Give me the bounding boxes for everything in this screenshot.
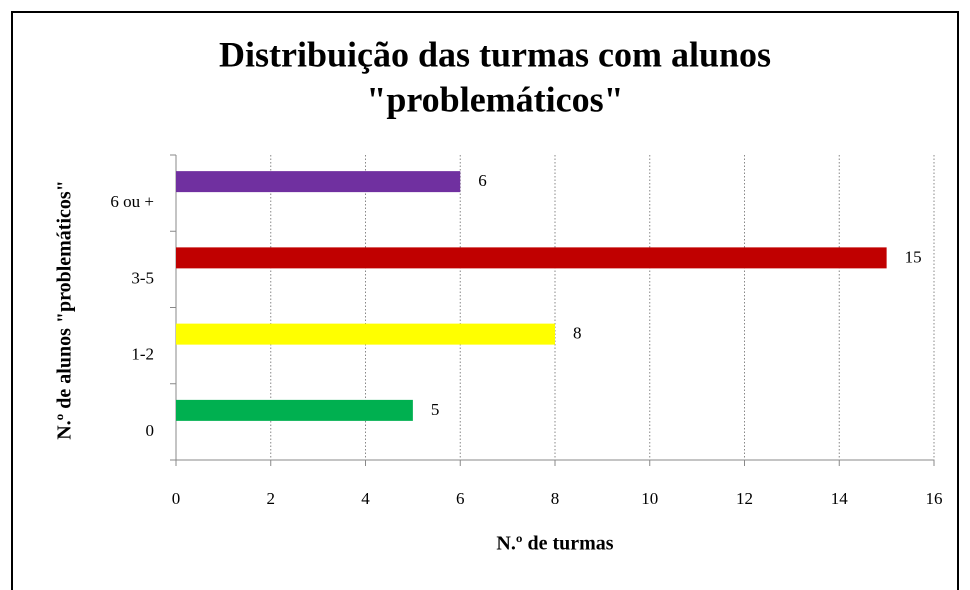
data-label: 5 [431,400,440,419]
data-label: 6 [478,171,487,190]
y-tick-label: 3-5 [131,268,154,287]
y-tick-label: 0 [146,421,155,440]
x-tick-label: 14 [831,489,849,508]
x-axis-title: N.º de turmas [496,533,613,555]
x-tick-label: 8 [551,489,560,508]
x-tick-label: 4 [361,489,370,508]
bar [176,399,413,421]
y-tick-label: 1-2 [131,345,154,364]
x-tick-label: 12 [736,489,753,508]
x-tick-label: 16 [926,489,943,508]
y-axis-title: N.º de alunos "problemáticos" [54,180,76,440]
chart-title: Distribuição das turmas com alunos [219,34,771,74]
x-tick-label: 2 [267,489,276,508]
bar [176,247,887,269]
data-label: 15 [905,247,922,266]
chart-border [11,11,959,590]
data-label: 8 [573,324,582,343]
x-tick-label: 6 [456,489,465,508]
chart-title: "problemáticos" [366,79,623,119]
bar [176,171,461,193]
x-tick-label: 0 [172,489,181,508]
y-tick-label: 6 ou + [110,192,154,211]
bar [176,323,555,345]
x-tick-label: 10 [641,489,658,508]
